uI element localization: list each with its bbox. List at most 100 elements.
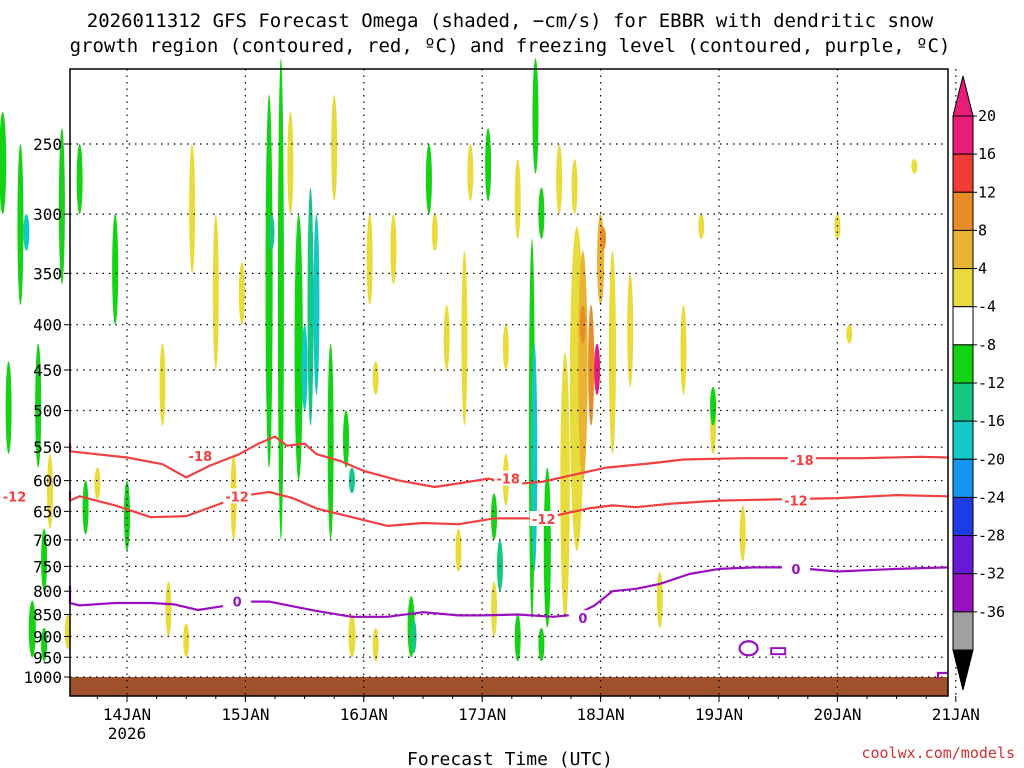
- omega-shade-cell: [268, 214, 275, 251]
- x-tick-label-16JAN: 16JAN: [340, 705, 388, 724]
- omega-shade-cell: [656, 571, 663, 628]
- y-tick-label-300: 300: [33, 205, 62, 224]
- colorbar-label: -24: [978, 488, 1005, 506]
- omega-shade-cell: [343, 410, 350, 468]
- colorbar-label: -16: [978, 412, 1005, 430]
- contour-label-bg: [494, 470, 523, 486]
- y-tick-label-700: 700: [33, 531, 62, 550]
- omega-shade-cell: [911, 159, 918, 174]
- omega-shade-cell: [294, 214, 303, 481]
- colorbar: 20 16 12 8 4 -4 -8 -12 -16 -20 -24 -28 -32 -36: [952, 75, 1005, 691]
- contour-label--12: -12: [532, 513, 556, 528]
- contour-label--18: -18: [496, 473, 520, 488]
- omega-shade-cell: [58, 128, 65, 285]
- colorbar-label: -36: [978, 603, 1005, 621]
- omega-shade-cell: [277, 58, 284, 540]
- omega-shade-cell: [17, 144, 24, 305]
- omega-shade-cell: [124, 480, 130, 551]
- colorbar-swatch: [952, 229, 974, 270]
- omega-shade-cell: [514, 614, 521, 662]
- omega-shade-cell: [491, 581, 498, 637]
- omega-shade-cell: [287, 111, 294, 215]
- contour-label-bg: [223, 488, 252, 504]
- omega-shade-cell: [485, 128, 492, 202]
- chart-title-line-1: 2026011312 GFS Forecast Omega (shaded, −…: [87, 10, 934, 32]
- omega-shade-cell: [366, 214, 373, 305]
- omega-shade-cell: [543, 467, 551, 628]
- colorbar-swatch: [952, 458, 974, 498]
- omega-shade-cell: [47, 454, 54, 529]
- contour-ring-0: [738, 640, 759, 657]
- omega-shade-cell: [834, 214, 841, 239]
- plot-area: -18-18-18-12-12-12-120000: [0, 58, 957, 697]
- omega-shade-cell: [455, 528, 462, 572]
- colorbar-swatch: [952, 268, 974, 308]
- omega-shade-cell: [112, 214, 119, 325]
- y-tick-label-400: 400: [33, 316, 62, 335]
- omega-shade-cell: [238, 262, 245, 325]
- credit-text: coolwx.com/models: [861, 744, 1015, 762]
- omega-shade-cell: [348, 467, 355, 494]
- colorbar-label: 12: [978, 183, 996, 201]
- colorbar-swatch: [952, 344, 974, 384]
- contour-label-0: 0: [791, 563, 800, 578]
- omega-shade-cell: [82, 480, 89, 535]
- omega-shade-cell: [461, 250, 468, 426]
- omega-shade-cell: [372, 361, 379, 395]
- colorbar-swatch: [952, 496, 974, 537]
- contour-line-0: [68, 566, 949, 618]
- omega-shade-cell: [35, 343, 42, 468]
- omega-shade-cell: [94, 467, 101, 500]
- y-tick-label-850: 850: [33, 606, 62, 625]
- omega-shade-cell: [502, 324, 509, 370]
- omega-shade-cell: [76, 144, 83, 215]
- colorbar-swatch: [952, 573, 974, 613]
- chart-title-line-2: growth region (contoured, red, ºC) and f…: [70, 35, 951, 57]
- contour-label-bg: [0, 488, 29, 504]
- x-tick-label-21JAN: 21JAN: [932, 705, 980, 724]
- x-tick-sublabel-14JAN: 2026: [108, 724, 147, 743]
- omega-shade-cell: [28, 600, 36, 658]
- omega-shade-cell: [0, 111, 7, 215]
- omega-shade-cell: [579, 304, 586, 344]
- contour-label-bg: [223, 593, 252, 609]
- omega-shade-cell: [608, 250, 616, 455]
- y-tick-label-500: 500: [33, 402, 62, 421]
- omega-shade-cell: [443, 304, 450, 370]
- x-tick-label-14JAN: 14JAN: [103, 705, 151, 724]
- omega-shade-cell: [680, 304, 687, 395]
- colorbar-swatch: [952, 191, 974, 231]
- omega-shade-cell: [514, 159, 521, 239]
- omega-shade-cell: [23, 214, 30, 251]
- omega-shade-cell: [212, 214, 219, 370]
- x-tick-label-20JAN: 20JAN: [813, 705, 861, 724]
- contour-label--18: -18: [189, 450, 213, 465]
- omega-shade-cell: [159, 343, 166, 426]
- x-tick-label-18JAN: 18JAN: [577, 705, 625, 724]
- contour-line--18: [68, 435, 949, 489]
- omega-shade-cell: [331, 94, 338, 202]
- omega-shade-cell: [425, 144, 432, 215]
- omega-shade-cell: [41, 627, 48, 662]
- omega-shade-cell: [739, 505, 746, 562]
- omega-shade-cell: [710, 386, 717, 426]
- x-tick-label-19JAN: 19JAN: [695, 705, 743, 724]
- ground-terrain: [70, 677, 948, 696]
- omega-shade-cell: [538, 187, 545, 239]
- omega-shade-cell: [491, 493, 498, 540]
- omega-shade-cell: [560, 352, 570, 620]
- contour-label-bg: [186, 448, 215, 464]
- omega-shade-cell: [165, 581, 172, 637]
- omega-shade-cell: [410, 619, 417, 654]
- contour-label-bg: [0, 578, 5, 594]
- y-tick-label-900: 900: [33, 627, 62, 646]
- y-tick-label-750: 750: [33, 557, 62, 576]
- y-axis: 250 300 350 400 450 500 550 600 650 700 750 800 850 9…: [23, 135, 70, 687]
- contour-label-0: 0: [233, 596, 242, 611]
- colorbar-label: -4: [978, 298, 996, 316]
- colorbar-swatch: [952, 382, 974, 422]
- omega-shading: [0, 58, 918, 662]
- omega-shade-cell: [467, 144, 474, 202]
- y-tick-label-950: 950: [33, 648, 62, 667]
- omega-shade-cell: [189, 144, 196, 274]
